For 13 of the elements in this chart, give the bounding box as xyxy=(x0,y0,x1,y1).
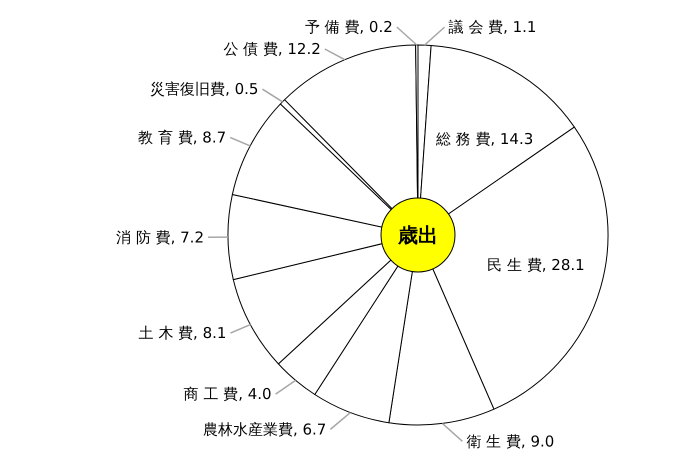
slice-label: 災害復旧費, 0.5 xyxy=(150,80,258,98)
slice-label: 公 債 費, 12.2 xyxy=(223,40,321,58)
slice-label: 土 木 費, 8.1 xyxy=(138,324,226,342)
slice-label: 予 備 費, 0.2 xyxy=(304,18,393,36)
slice-label: 議 会 費, 1.1 xyxy=(448,18,536,36)
slice-label: 農林水産業費, 6.7 xyxy=(202,420,326,438)
slice-label: 教 育 費, 8.7 xyxy=(138,128,226,146)
slice-label: 民 生 費, 28.1 xyxy=(487,256,585,274)
slice-label: 総 務 費, 14.3 xyxy=(434,130,534,148)
slice-label: 消 防 費, 7.2 xyxy=(116,228,204,246)
slice-label: 衛 生 費, 9.0 xyxy=(466,432,554,450)
slice-label: 商 工 費, 4.0 xyxy=(184,385,272,404)
text: 歳出 xyxy=(397,223,438,247)
